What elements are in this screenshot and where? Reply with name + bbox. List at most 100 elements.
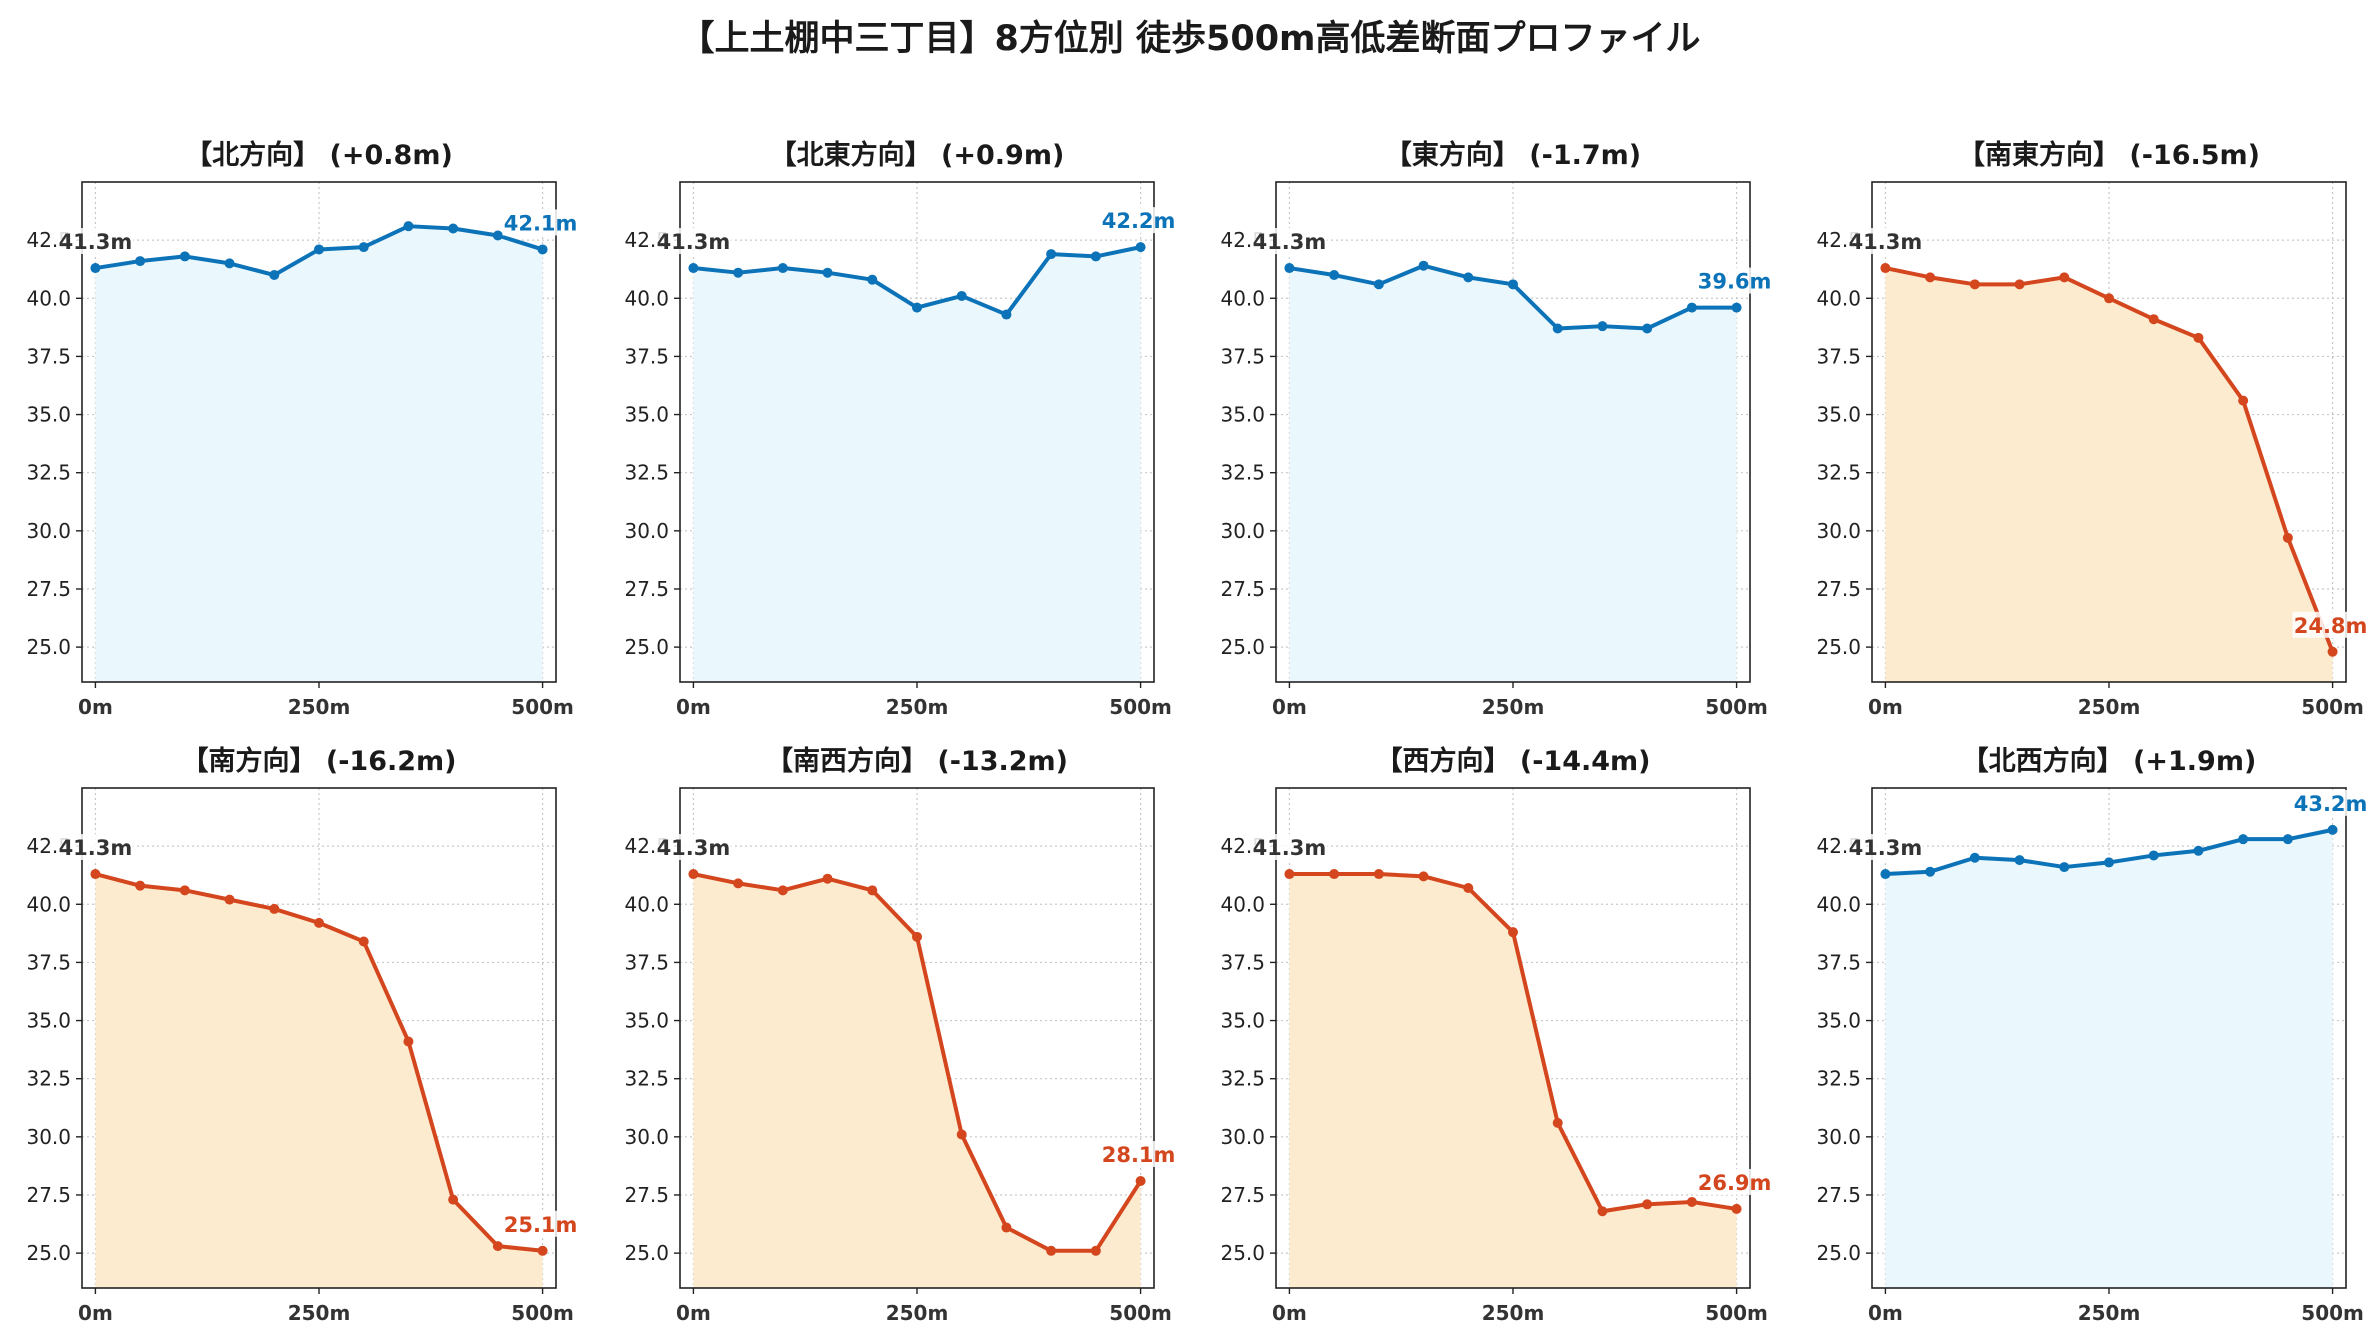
end-label: 28.1m — [1102, 1143, 1176, 1167]
x-tick-label: 0m — [1868, 695, 1903, 719]
x-tick-label: 500m — [1705, 1301, 1768, 1325]
data-point — [179, 885, 190, 896]
data-point — [448, 1194, 459, 1205]
x-tick-label: 500m — [2301, 695, 2364, 719]
data-point — [1135, 1176, 1146, 1187]
end-label-bg — [502, 209, 579, 236]
y-tick-label: 27.5 — [1816, 577, 1861, 601]
y-tick-label: 30.0 — [1220, 519, 1265, 543]
data-point — [1969, 279, 1980, 290]
x-tick-label: 0m — [1272, 1301, 1307, 1325]
x-tick-label: 250m — [2078, 695, 2141, 719]
data-point — [2104, 857, 2114, 868]
y-tick-label: 30.0 — [1816, 519, 1861, 543]
main-title: 【上土棚中三丁目】8方位別 徒歩500m高低差断面プロファイル — [679, 19, 1701, 59]
end-label-bg — [2292, 611, 2369, 638]
data-point — [2014, 279, 2025, 290]
data-point — [867, 274, 878, 285]
start-label-bg — [57, 834, 134, 861]
x-tick-label: 500m — [1109, 1301, 1172, 1325]
data-point — [2193, 332, 2204, 343]
subplot-8: 25.027.530.032.535.037.540.042.50m 250m 50… — [1816, 745, 2369, 1325]
y-tick-label: 32.5 — [1220, 461, 1265, 485]
data-point — [537, 244, 548, 255]
data-point — [1046, 1245, 1057, 1256]
data-point — [1329, 869, 1340, 880]
y-tick-label: 25.0 — [1220, 635, 1265, 659]
data-point — [90, 869, 101, 880]
data-point — [1284, 263, 1295, 274]
end-label: 39.6m — [1698, 270, 1772, 294]
y-tick-label: 30.0 — [1816, 1125, 1861, 1149]
data-point — [1001, 309, 1012, 320]
y-tick-label: 25.0 — [624, 635, 669, 659]
subplot-title: 【西方向】 (-14.4m) — [1375, 745, 1650, 777]
data-point — [1508, 279, 1518, 290]
data-point — [2327, 646, 2338, 657]
end-label-bg — [1696, 1168, 1773, 1195]
area-fill — [95, 226, 543, 682]
y-tick-label: 35.0 — [1816, 403, 1861, 427]
data-point — [1418, 871, 1429, 882]
subplot-title: 【南東方向】 (-16.5m) — [1958, 139, 2260, 171]
x-tick-label: 250m — [886, 695, 949, 719]
end-label-bg — [1696, 267, 1773, 294]
y-tick-label: 30.0 — [624, 1125, 669, 1149]
area-fill — [693, 247, 1141, 682]
y-tick-label: 40.0 — [26, 892, 71, 916]
data-point — [492, 1241, 503, 1252]
end-label-bg — [502, 1210, 579, 1237]
data-point — [1731, 1203, 1742, 1214]
data-point — [1090, 1245, 1101, 1256]
data-point — [448, 223, 459, 234]
data-point — [1284, 869, 1295, 880]
x-tick-label: 250m — [1482, 695, 1545, 719]
data-point — [2238, 834, 2249, 845]
data-point — [135, 880, 146, 891]
y-tick-label: 40.0 — [26, 286, 71, 310]
y-tick-label: 35.0 — [1220, 1009, 1265, 1033]
end-label: 24.8m — [2294, 614, 2368, 638]
data-point — [1001, 1222, 1012, 1233]
data-point — [733, 878, 744, 889]
data-point — [537, 1245, 548, 1256]
x-tick-label: 250m — [1482, 1301, 1545, 1325]
y-tick-label: 25.0 — [1816, 1241, 1861, 1265]
x-tick-label: 250m — [2078, 1301, 2141, 1325]
y-tick-label: 27.5 — [624, 1183, 669, 1207]
start-label: 41.3m — [1253, 230, 1327, 254]
data-point — [688, 263, 699, 274]
data-point — [1642, 323, 1653, 334]
data-point — [2193, 845, 2204, 856]
y-tick-label: 35.0 — [624, 1009, 669, 1033]
start-label-bg — [655, 834, 732, 861]
y-tick-label: 40.0 — [1816, 286, 1861, 310]
start-label-bg — [1847, 228, 1924, 255]
y-tick-label: 37.5 — [1220, 950, 1265, 974]
data-point — [956, 290, 967, 301]
y-tick-label: 32.5 — [26, 461, 71, 485]
subplot-5: 25.027.530.032.535.037.540.042.50m 250m 50… — [26, 745, 579, 1325]
y-tick-label: 32.5 — [1816, 1067, 1861, 1091]
data-point — [777, 263, 788, 274]
data-point — [822, 873, 833, 884]
y-tick-label: 25.0 — [1220, 1241, 1265, 1265]
data-point — [1135, 242, 1146, 253]
data-point — [1880, 263, 1891, 274]
start-label: 41.3m — [59, 836, 133, 860]
start-label: 41.3m — [1253, 836, 1327, 860]
start-label-bg — [655, 228, 732, 255]
data-point — [1373, 869, 1384, 880]
x-tick-label: 500m — [511, 695, 574, 719]
y-tick-label: 40.0 — [1220, 286, 1265, 310]
y-tick-label: 35.0 — [1816, 1009, 1861, 1033]
end-label: 42.2m — [1102, 209, 1176, 233]
start-label: 41.3m — [59, 230, 133, 254]
data-point — [822, 267, 833, 278]
y-tick-label: 37.5 — [1816, 344, 1861, 368]
data-point — [867, 885, 878, 896]
data-point — [1597, 1206, 1608, 1217]
y-tick-label: 30.0 — [1220, 1125, 1265, 1149]
data-point — [1463, 883, 1474, 893]
x-tick-label: 250m — [288, 1301, 351, 1325]
